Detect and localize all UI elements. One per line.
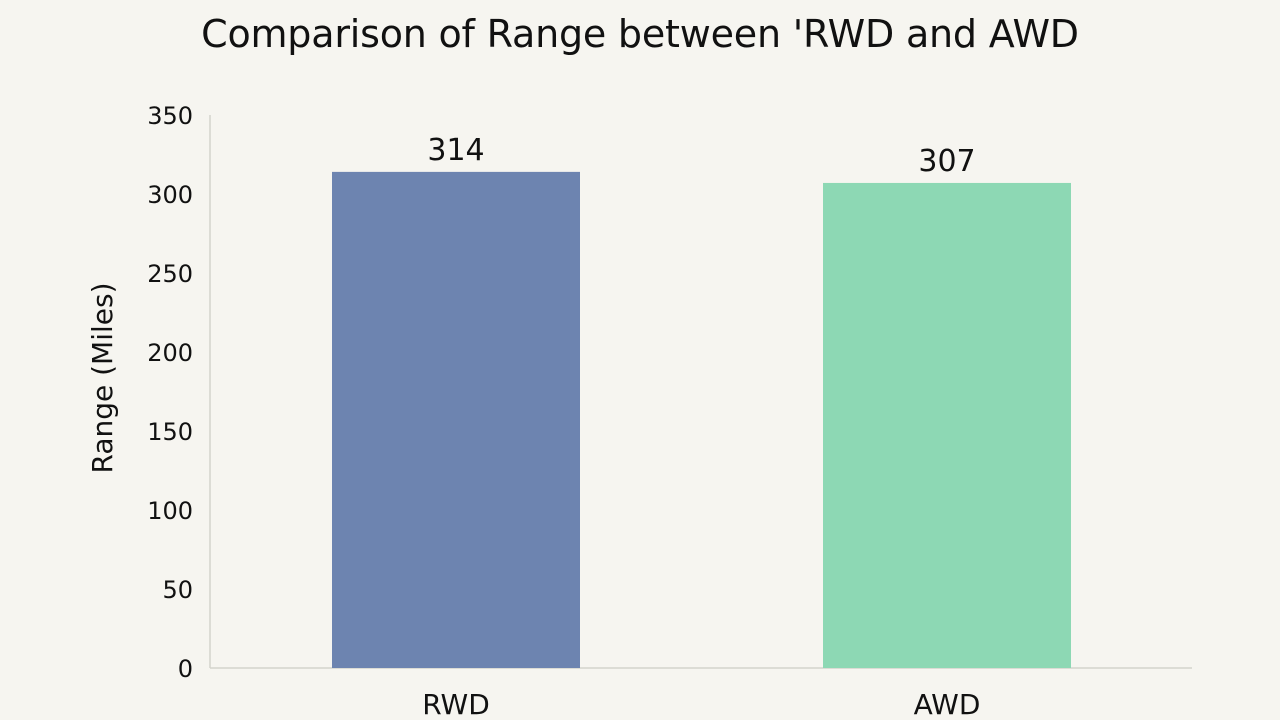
bar-awd (823, 182, 1071, 668)
y-tick-label: 100 (147, 497, 193, 525)
y-tick-label: 250 (147, 260, 193, 288)
x-tick-label-awd: AWD (914, 688, 981, 720)
y-tick-label: 50 (162, 576, 193, 604)
x-tick-label-rwd: RWD (422, 688, 490, 720)
chart-title: Comparison of Range between 'RWD and AWD (201, 12, 1079, 56)
y-tick-label: 350 (147, 102, 193, 130)
y-axis-ticks: 0 50 100 150 200 250 300 350 (147, 102, 193, 683)
bar-rwd (332, 171, 580, 668)
y-axis-title: Range (Miles) (86, 282, 119, 473)
bars (332, 171, 1071, 668)
data-label-rwd: 314 (427, 133, 484, 168)
y-tick-label: 200 (147, 339, 193, 367)
data-labels: 314 307 (427, 133, 975, 179)
data-label-awd: 307 (918, 144, 975, 179)
y-tick-label: 0 (178, 655, 193, 683)
y-tick-label: 300 (147, 181, 193, 209)
x-axis-category-labels: RWD AWD (422, 688, 980, 720)
y-tick-label: 150 (147, 418, 193, 446)
